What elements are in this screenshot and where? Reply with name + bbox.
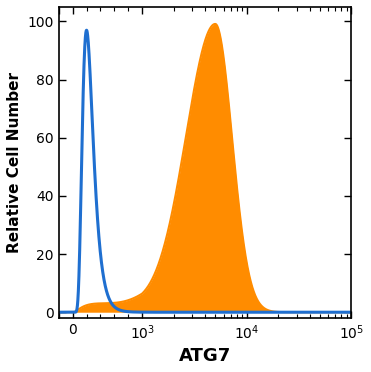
Y-axis label: Relative Cell Number: Relative Cell Number [7, 72, 22, 253]
X-axis label: ATG7: ATG7 [179, 347, 231, 365]
